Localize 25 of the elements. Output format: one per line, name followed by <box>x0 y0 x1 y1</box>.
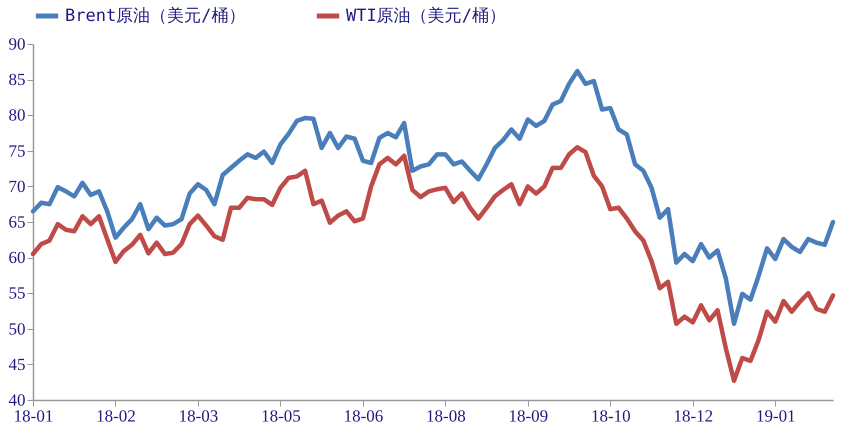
y-tick-label: 65 <box>8 212 26 232</box>
x-tick-label: 19-01 <box>756 406 796 423</box>
y-tick-label: 75 <box>8 141 26 160</box>
y-tick-label: 40 <box>8 390 26 410</box>
x-tick-label: 18-09 <box>508 406 548 423</box>
y-tick-label: 50 <box>8 319 26 338</box>
line-series <box>30 68 836 326</box>
legend-label: WTI原油（美元/桶） <box>346 6 506 26</box>
line-series <box>30 144 836 384</box>
x-tick-label: 18-10 <box>590 406 631 423</box>
y-tick-label: 45 <box>8 354 26 374</box>
y-tick-label: 70 <box>8 176 26 196</box>
x-tick-label: 18-05 <box>261 406 301 423</box>
y-tick-label: 80 <box>8 106 26 125</box>
y-tick-label: 85 <box>8 70 26 90</box>
x-tick-label: 18-02 <box>96 406 136 423</box>
y-tick-label: 90 <box>8 34 26 54</box>
x-tick-label: 18-03 <box>178 406 218 423</box>
y-tick-label: 55 <box>8 284 26 303</box>
x-tick-label: 18-06 <box>344 406 384 423</box>
y-tick-label: 60 <box>8 248 26 268</box>
legend-label: Brent原油（美元/桶） <box>65 6 246 26</box>
x-tick-label: 18-12 <box>673 406 714 423</box>
x-tick-label: 18-08 <box>426 406 466 423</box>
x-tick-label: 18-01 <box>14 406 54 423</box>
